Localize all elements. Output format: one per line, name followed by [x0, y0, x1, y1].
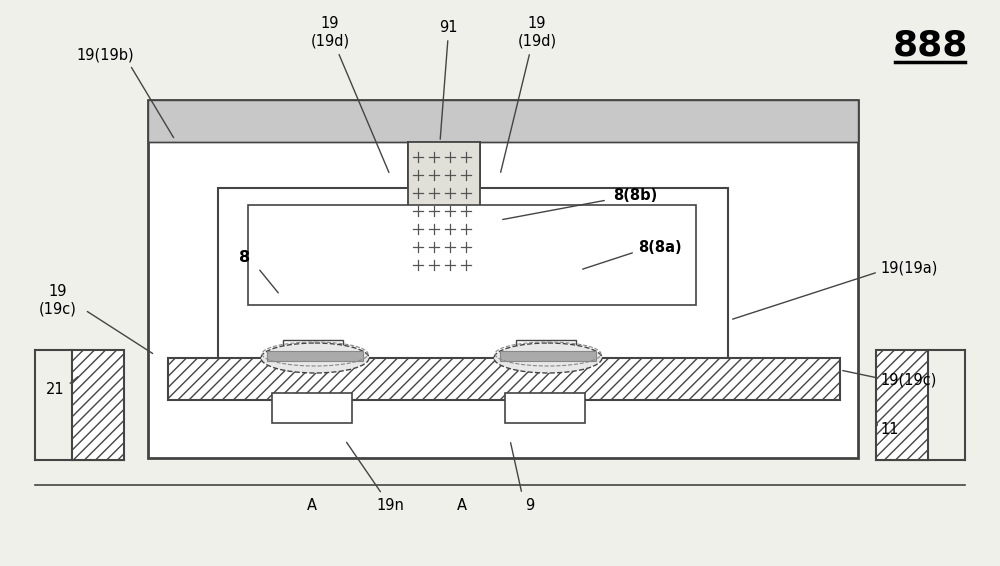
Text: 19n: 19n — [376, 498, 404, 512]
Text: 19
(19d): 19 (19d) — [310, 16, 350, 48]
Bar — [516, 340, 576, 362]
Text: 21: 21 — [46, 383, 64, 397]
Text: 8(8b): 8(8b) — [613, 187, 657, 203]
Text: 8: 8 — [239, 251, 251, 265]
Bar — [148, 100, 858, 142]
Text: 19
(19c): 19 (19c) — [39, 284, 77, 316]
Bar — [248, 205, 696, 305]
Bar — [72, 350, 124, 460]
Bar — [505, 393, 585, 423]
Text: 19(19a): 19(19a) — [880, 260, 937, 276]
Text: 888: 888 — [892, 28, 968, 62]
Text: 19(19c): 19(19c) — [880, 372, 936, 388]
Ellipse shape — [261, 343, 369, 373]
Text: 19(19b): 19(19b) — [76, 48, 134, 62]
Ellipse shape — [494, 343, 602, 373]
Bar — [408, 142, 480, 275]
Text: 8(8a): 8(8a) — [638, 241, 682, 255]
Bar — [272, 393, 352, 423]
Text: 91: 91 — [439, 20, 457, 36]
Text: A: A — [307, 498, 317, 512]
Bar — [267, 351, 363, 361]
Text: 9: 9 — [525, 498, 535, 512]
Bar — [148, 100, 858, 458]
Text: A: A — [457, 498, 467, 512]
Bar — [876, 350, 928, 460]
Text: 19
(19d): 19 (19d) — [517, 16, 557, 48]
Bar — [218, 188, 728, 373]
Bar — [283, 340, 343, 362]
Bar — [168, 358, 840, 400]
Bar — [500, 351, 596, 361]
Text: 11: 11 — [880, 422, 898, 438]
